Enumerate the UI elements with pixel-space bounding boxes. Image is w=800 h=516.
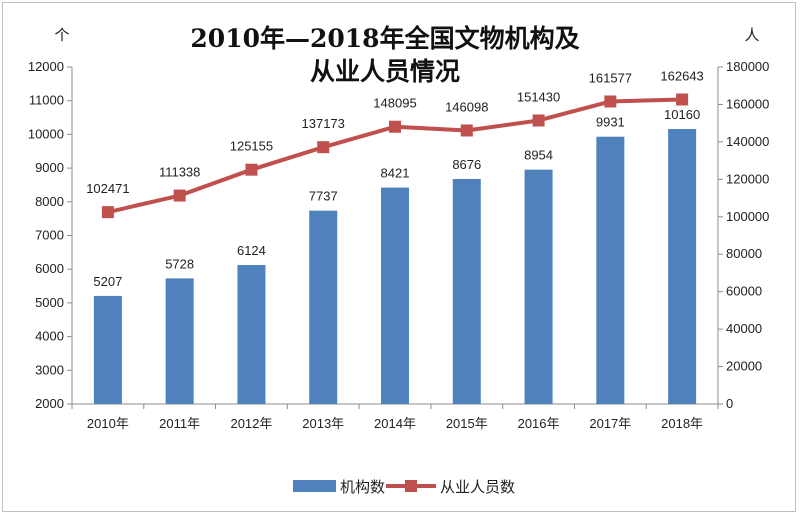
line-data-label: 111338	[159, 165, 200, 180]
chart-title: 2010年—2018年全国文物机构及 从业人员情况	[150, 22, 620, 88]
x-tick-label: 2018年	[661, 416, 703, 431]
bar-data-label: 7737	[309, 189, 338, 204]
line-point	[101, 206, 114, 219]
chart-title-line-2: 从业人员情况	[309, 57, 460, 86]
left-tick-label: 7000	[35, 228, 64, 243]
line-data-label: 151430	[517, 89, 560, 104]
bar	[165, 278, 194, 404]
line-data-label: 161577	[589, 70, 632, 85]
left-tick-label: 12000	[28, 59, 64, 74]
line-data-label: 162643	[660, 68, 703, 83]
x-tick-label: 2013年	[302, 416, 344, 431]
x-tick-label: 2014年	[374, 416, 416, 431]
bar	[596, 136, 625, 405]
line-point	[389, 120, 401, 133]
bar	[452, 179, 481, 404]
legend-bar-swatch	[293, 480, 336, 492]
chart-title-line-1: 2010年—2018年全国文物机构及	[190, 24, 580, 53]
right-tick-label: 160000	[726, 96, 769, 111]
legend-line-marker	[405, 480, 417, 492]
left-tick-label: 5000	[35, 295, 64, 310]
bar-data-label: 6124	[237, 243, 266, 258]
bar-data-label: 5207	[93, 274, 122, 289]
x-tick-label: 2012年	[230, 416, 272, 431]
bar-data-label: 8954	[524, 148, 553, 163]
right-tick-label: 120000	[726, 171, 769, 186]
line-point	[245, 163, 258, 176]
right-tick-label: 180000	[726, 59, 769, 74]
left-axis-unit: 个	[54, 26, 69, 44]
line-data-label: 148095	[373, 96, 416, 111]
bar	[381, 187, 409, 404]
left-tick-label: 10000	[28, 126, 64, 141]
right-tick-label: 80000	[726, 246, 762, 261]
line-point	[676, 93, 689, 106]
right-tick-label: 0	[726, 396, 733, 411]
line-point	[604, 95, 617, 108]
line-data-label: 125155	[230, 139, 273, 154]
left-tick-label: 4000	[35, 329, 64, 344]
left-tick-label: 8000	[35, 194, 64, 209]
left-tick-label: 2000	[35, 396, 64, 411]
right-tick-label: 140000	[726, 134, 769, 149]
right-tick-label: 40000	[726, 321, 762, 336]
left-tick-label: 9000	[35, 160, 64, 175]
line-point	[460, 124, 473, 137]
x-tick-label: 2011年	[159, 416, 200, 431]
line-point	[317, 141, 330, 154]
legend-bar-label: 机构数	[340, 478, 385, 496]
line-point	[532, 114, 545, 127]
legend-line-label: 从业人员数	[440, 478, 515, 496]
bar-data-label: 8676	[452, 157, 481, 172]
left-tick-label: 6000	[35, 261, 64, 276]
bar-data-label: 10160	[664, 107, 700, 122]
bar	[309, 210, 338, 404]
x-tick-label: 2010年	[87, 416, 129, 431]
line-data-label: 137173	[302, 116, 345, 131]
line-data-label: 146098	[445, 99, 488, 114]
right-tick-label: 100000	[726, 209, 769, 224]
line-point	[173, 189, 186, 202]
bar	[93, 295, 122, 404]
x-tick-label: 2016年	[518, 416, 560, 431]
left-tick-label: 11000	[29, 93, 64, 108]
left-tick-label: 3000	[35, 362, 64, 377]
line-data-label: 102471	[86, 181, 129, 196]
bar	[524, 169, 553, 404]
x-tick-label: 2017年	[589, 416, 631, 431]
bar	[237, 265, 266, 404]
bar	[668, 129, 697, 404]
bar-data-label: 5728	[165, 256, 194, 271]
right-tick-label: 60000	[726, 284, 762, 299]
right-axis-unit: 人	[744, 26, 759, 44]
bar-data-label: 9931	[596, 115, 625, 130]
bar-data-label: 8421	[381, 166, 410, 181]
x-tick-label: 2015年	[446, 416, 488, 431]
right-tick-label: 20000	[726, 359, 762, 374]
